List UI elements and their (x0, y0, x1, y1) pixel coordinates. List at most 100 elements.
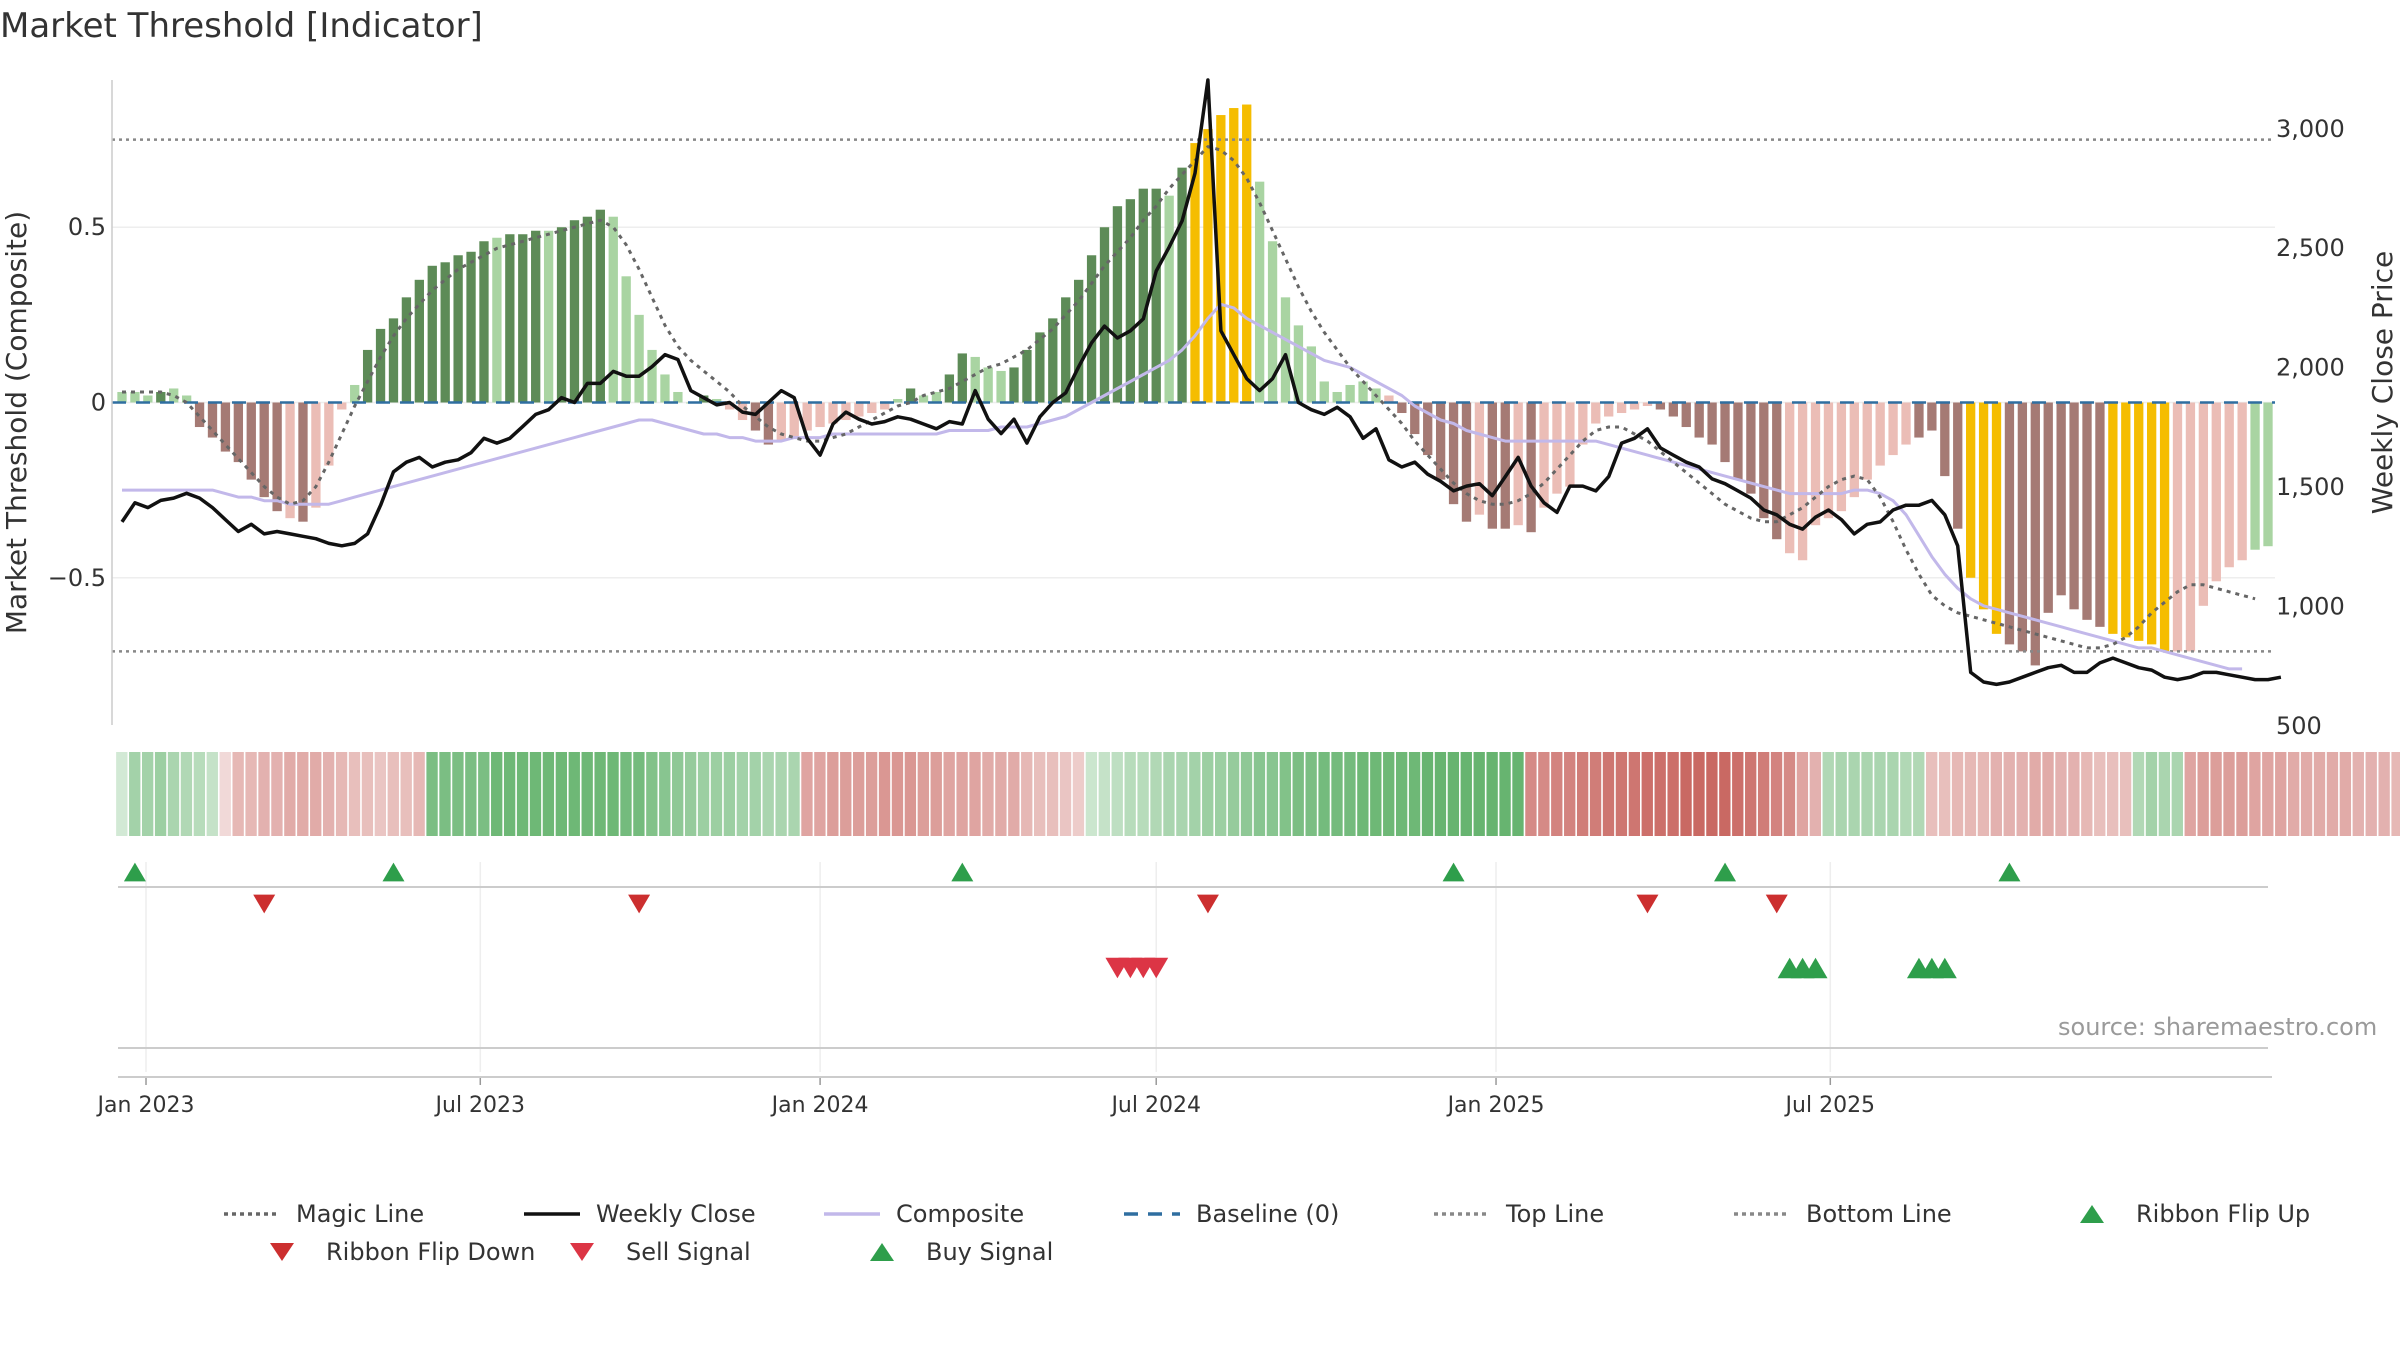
x-tick-label: Jan 2023 (96, 1093, 195, 1118)
y-right-axis-label: Weekly Close Price (2366, 251, 2399, 514)
composite-bar (298, 402, 308, 522)
composite-bar (1319, 381, 1329, 403)
composite-bar (466, 251, 476, 403)
ribbon-cell (1951, 752, 1964, 836)
composite-bar (1345, 384, 1355, 403)
composite-bar (2250, 402, 2260, 550)
ribbon-cell (1680, 752, 1692, 836)
composite-bar (1306, 346, 1317, 403)
composite-bar (1604, 402, 1614, 417)
legend-item-composite: Composite (820, 1200, 1024, 1228)
ribbon-cell (503, 752, 516, 836)
ribbon-cell (1357, 752, 1369, 836)
composite-bar (1229, 108, 1239, 403)
legend-swatch (2080, 1205, 2104, 1223)
composite-bar (1086, 255, 1097, 403)
composite-bar (1435, 402, 1446, 480)
composite-bar (272, 402, 282, 512)
composite-bar (181, 395, 192, 403)
ribbon-cell (930, 752, 942, 836)
composite-bar (595, 209, 605, 403)
ribbon-cell (1589, 752, 1602, 836)
composite-bar (220, 402, 231, 452)
ribbon-cell (1253, 752, 1266, 836)
composite-bar (337, 402, 347, 410)
weekly-close-line (120, 78, 2282, 687)
composite-bar (1823, 402, 1834, 519)
composite-bar (1836, 402, 1847, 512)
ribbon-cell (1292, 752, 1304, 836)
ribbon-cell (659, 752, 671, 836)
legend-swatch (824, 1212, 880, 1216)
ribbon-flip-down-marker (1196, 894, 1219, 914)
composite-bar (543, 230, 554, 403)
y-right-tick-label: 2,000 (2276, 354, 2345, 382)
legend-label: Sell Signal (626, 1238, 751, 1266)
ribbon-cell (607, 752, 619, 836)
composite-bar (1539, 402, 1549, 508)
composite-bar (2134, 402, 2144, 641)
ribbon-cell (749, 752, 761, 836)
ribbon-cell (1938, 752, 1951, 836)
legend-item-baseline-0: Baseline (0) (1120, 1200, 1339, 1228)
ribbon-cell (1124, 752, 1136, 836)
ribbon-cell (193, 752, 206, 836)
composite-bar (2095, 402, 2105, 627)
composite-bar (1991, 402, 2002, 634)
triangle-down-icon (570, 1243, 594, 1261)
composite-bar (1733, 402, 1743, 480)
composite-bar (1061, 297, 1071, 403)
composite-bar (621, 276, 631, 403)
composite-bar (763, 402, 774, 445)
ribbon-cell (1732, 752, 1744, 836)
composite-bar (2224, 402, 2234, 568)
sell-signal-marker (1144, 957, 1169, 979)
composite-bar (634, 314, 644, 403)
composite-bar (1216, 115, 1226, 403)
composite-bar (867, 402, 877, 414)
composite-bar (1849, 402, 1859, 498)
composite-bar (505, 234, 515, 403)
ribbon-cell (2068, 752, 2080, 836)
ribbon-cell (1576, 752, 1589, 836)
composite-bar (2017, 402, 2028, 652)
composite-bar (375, 328, 386, 403)
ribbon-cell (1525, 752, 1537, 836)
composite-bar (1500, 402, 1510, 529)
composite-bar (1164, 195, 1174, 403)
legend-swatch (270, 1243, 294, 1261)
ribbon-cell (1538, 752, 1550, 836)
ribbon-cell (1770, 752, 1783, 836)
ribbon-cell (1176, 752, 1188, 836)
ribbon-cell (1421, 752, 1434, 836)
composite-bar (1035, 332, 1045, 403)
composite-bar (1022, 349, 1032, 403)
ribbon-cell (788, 752, 800, 836)
ribbon-cell (1757, 752, 1770, 836)
ribbon-cell (387, 752, 399, 836)
ribbon-cell (1046, 752, 1059, 836)
composite-bar (660, 374, 670, 403)
ribbon-cell (154, 752, 167, 836)
ribbon-cell (1137, 752, 1149, 836)
composite-bar (1978, 402, 1989, 610)
ribbon-cell (969, 752, 981, 836)
ribbon-cell (646, 752, 658, 836)
legend-label: Ribbon Flip Down (326, 1238, 536, 1266)
x-tick-label: Jul 2025 (1784, 1093, 1876, 1118)
composite-bar (1694, 402, 1704, 438)
ribbon-cell (2249, 752, 2261, 836)
composite-bar (156, 391, 166, 403)
y-right-tick-label: 1,500 (2276, 473, 2345, 501)
composite-bar (427, 265, 437, 403)
composite-bar (259, 402, 269, 498)
legend-swatch (1434, 1212, 1490, 1216)
ribbon-cell (943, 752, 955, 836)
composite-bar (1642, 402, 1653, 407)
composite-bar (2043, 402, 2053, 613)
composite-bar (2108, 402, 2118, 634)
composite-bar (983, 367, 993, 403)
ribbon-cell (245, 752, 257, 836)
ribbon-cell (2119, 752, 2132, 836)
ribbon-cell (400, 752, 412, 836)
